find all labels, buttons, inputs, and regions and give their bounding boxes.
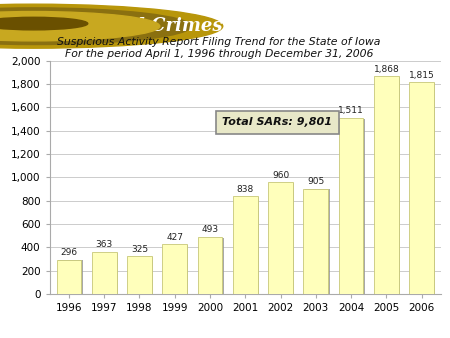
Text: 1,815: 1,815	[409, 71, 435, 80]
Bar	[233, 196, 257, 294]
Circle shape	[0, 17, 88, 30]
FancyBboxPatch shape	[216, 111, 339, 134]
Text: 493: 493	[202, 225, 219, 234]
Bar	[340, 119, 365, 295]
Bar	[270, 183, 294, 295]
Bar	[305, 190, 329, 295]
Circle shape	[0, 11, 160, 41]
Bar	[48, 294, 436, 297]
Bar	[411, 83, 435, 295]
Text: 1,511: 1,511	[338, 106, 364, 115]
Bar	[234, 197, 259, 295]
Text: 905: 905	[307, 177, 324, 186]
Bar	[58, 261, 83, 295]
Circle shape	[0, 8, 191, 45]
Text: Financial Crimes Enforcement Network: Financial Crimes Enforcement Network	[52, 17, 450, 35]
Bar	[127, 256, 152, 294]
Bar	[374, 76, 399, 294]
Bar	[268, 182, 293, 294]
Bar	[93, 253, 118, 295]
Text: 838: 838	[237, 185, 254, 194]
Bar	[198, 237, 222, 294]
Bar	[57, 260, 81, 294]
Bar	[375, 77, 400, 295]
Text: 427: 427	[166, 233, 183, 242]
Text: 1,868: 1,868	[374, 65, 399, 74]
Text: 325: 325	[131, 245, 148, 254]
Text: Suspicious Activity Report Filing Trend for the State of Iowa
For the period Apr: Suspicious Activity Report Filing Trend …	[57, 37, 381, 58]
Bar	[303, 189, 328, 294]
Text: Total SARs: 9,801: Total SARs: 9,801	[222, 117, 333, 127]
Bar	[129, 257, 153, 295]
Circle shape	[0, 4, 223, 48]
Bar	[92, 252, 117, 294]
Bar	[162, 244, 187, 294]
Bar	[339, 118, 364, 294]
Text: 363: 363	[95, 240, 113, 249]
Text: 960: 960	[272, 171, 289, 179]
Text: 296: 296	[60, 248, 77, 257]
Bar	[199, 238, 224, 295]
Bar	[409, 82, 434, 294]
Bar	[164, 245, 189, 295]
